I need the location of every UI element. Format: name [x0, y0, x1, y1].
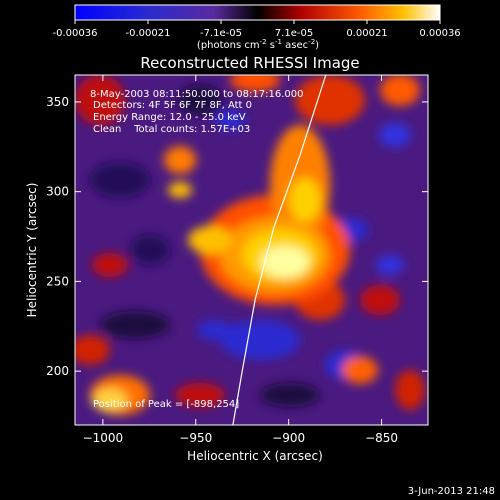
chart-title: Reconstructed RHESSI Image — [140, 54, 359, 72]
colorbar-tick-label: -0.00036 — [53, 28, 98, 39]
annotation-detectors: Detectors: 4F 5F 6F 7F 8F, Att 0 — [93, 100, 252, 111]
x-tick-label: −900 — [272, 431, 305, 445]
y-tick-label: 200 — [46, 364, 69, 378]
y-axis-label: Heliocentric Y (arcsec) — [25, 183, 39, 318]
x-axis-ticks: −1000 −950 −900 −850 — [83, 75, 398, 445]
colorbar-tick-label: -0.00021 — [126, 28, 171, 39]
y-tick-label: 300 — [46, 185, 69, 199]
colorbar-tick-label: 7.1e-05 — [275, 28, 313, 39]
annotation-time: 8-May-2003 08:11:50.000 to 08:17:16.000 — [90, 89, 303, 100]
annotation-counts: Clean Total counts: 1.57E+03 — [93, 124, 250, 135]
colorbar-tick-label: 0.00036 — [419, 28, 460, 39]
y-tick-label: 250 — [46, 274, 69, 288]
colorbar-ticks: -0.00036 -0.00021 -7.1e-05 7.1e-05 0.00021 0.… — [53, 20, 461, 39]
y-axis-ticks: 200 250 300 350 — [46, 95, 428, 378]
colorbar-tick-label: 0.00021 — [346, 28, 387, 39]
solar-limb — [232, 75, 327, 425]
x-tick-label: −1000 — [83, 431, 124, 445]
annotation-peak: Position of Peak = [-898,254] — [93, 399, 239, 410]
footer-date: 3-Jun-2013 21:48 — [408, 486, 495, 497]
y-tick-label: 350 — [46, 95, 69, 109]
plot-frame — [74, 74, 429, 426]
x-axis-label: Heliocentric X (arcsec) — [187, 449, 323, 463]
image-map — [75, 75, 428, 425]
colorbar-tick-label: -7.1e-05 — [200, 28, 242, 39]
x-tick-label: −950 — [179, 431, 212, 445]
x-tick-label: −850 — [365, 431, 398, 445]
annotation-energy: Energy Range: 12.0 - 25.0 keV — [93, 112, 246, 123]
colorbar-unit-label: (photons cm-2 s-1 asec-2) — [197, 38, 319, 51]
colorbar — [74, 4, 441, 21]
